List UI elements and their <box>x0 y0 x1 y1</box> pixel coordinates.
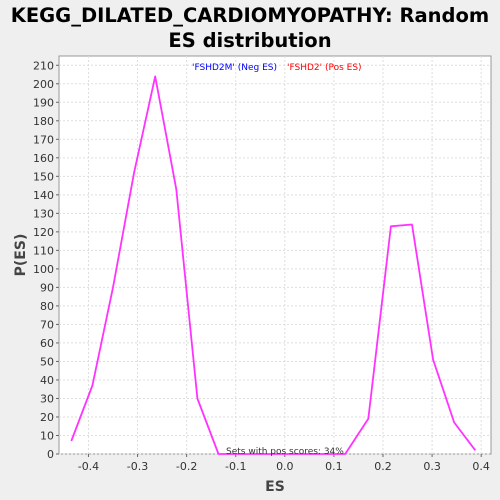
legend: 'FSHD2M' (Neg ES) 'FSHD2' (Pos ES) <box>192 63 362 73</box>
y-tick-label: 30 <box>40 392 54 405</box>
x-axis: -0.4 -0.3 -0.2 -0.1 0.0 0.1 0.2 0.3 0.4 <box>78 454 490 473</box>
y-tick-label: 210 <box>33 59 54 72</box>
y-tick-label: 50 <box>40 355 54 368</box>
x-axis-label: ES <box>265 479 285 495</box>
chart-title-line1: KEGG_DILATED_CARDIOMYOPATHY: Random <box>10 4 490 27</box>
x-tick-label: -0.4 <box>78 460 99 473</box>
y-tick-label: 40 <box>40 374 54 387</box>
y-tick-label: 160 <box>33 152 54 165</box>
y-tick-label: 140 <box>33 189 54 202</box>
x-tick-label: 0.1 <box>325 460 343 473</box>
x-tick-label: -0.1 <box>225 460 246 473</box>
legend-neg-es: 'FSHD2M' (Neg ES) <box>192 63 277 73</box>
y-tick-label: 190 <box>33 96 54 109</box>
x-tick-label: 0.3 <box>423 460 441 473</box>
y-tick-label: 70 <box>40 318 54 331</box>
y-tick-label: 60 <box>40 337 54 350</box>
es-distribution-line <box>70 75 477 455</box>
y-tick-label: 80 <box>40 300 54 313</box>
y-tick-label: 100 <box>33 263 54 276</box>
x-tick-label: 0.4 <box>472 460 490 473</box>
y-axis: 0 10 20 30 40 50 60 70 80 90 100 110 120 130 140 150 160… <box>33 59 59 461</box>
x-tick-label: -0.2 <box>176 460 197 473</box>
y-tick-label: 120 <box>33 226 54 239</box>
series-group <box>70 75 477 455</box>
grid <box>59 56 491 455</box>
pos-scores-annotation: Sets with pos scores: 34% <box>226 447 344 457</box>
y-tick-label: 0 <box>47 448 54 461</box>
chart-title: KEGG_DILATED_CARDIOMYOPATHY: Random ES d… <box>0 3 500 53</box>
y-tick-label: 90 <box>40 281 54 294</box>
y-tick-label: 200 <box>33 78 54 91</box>
x-tick-label: 0.0 <box>276 460 294 473</box>
y-tick-label: 20 <box>40 411 54 424</box>
plot-area <box>58 55 492 455</box>
legend-pos-es: 'FSHD2' (Pos ES) <box>287 63 362 73</box>
x-tick-label: 0.2 <box>374 460 392 473</box>
y-tick-label: 130 <box>33 207 54 220</box>
y-axis-label: P(ES) <box>13 234 29 277</box>
x-tick-label: -0.3 <box>127 460 148 473</box>
y-tick-label: 180 <box>33 115 54 128</box>
y-tick-label: 170 <box>33 133 54 146</box>
chart-title-line2: ES distribution <box>168 29 332 52</box>
y-tick-label: 110 <box>33 244 54 257</box>
y-tick-label: 150 <box>33 170 54 183</box>
y-tick-label: 10 <box>40 429 54 442</box>
